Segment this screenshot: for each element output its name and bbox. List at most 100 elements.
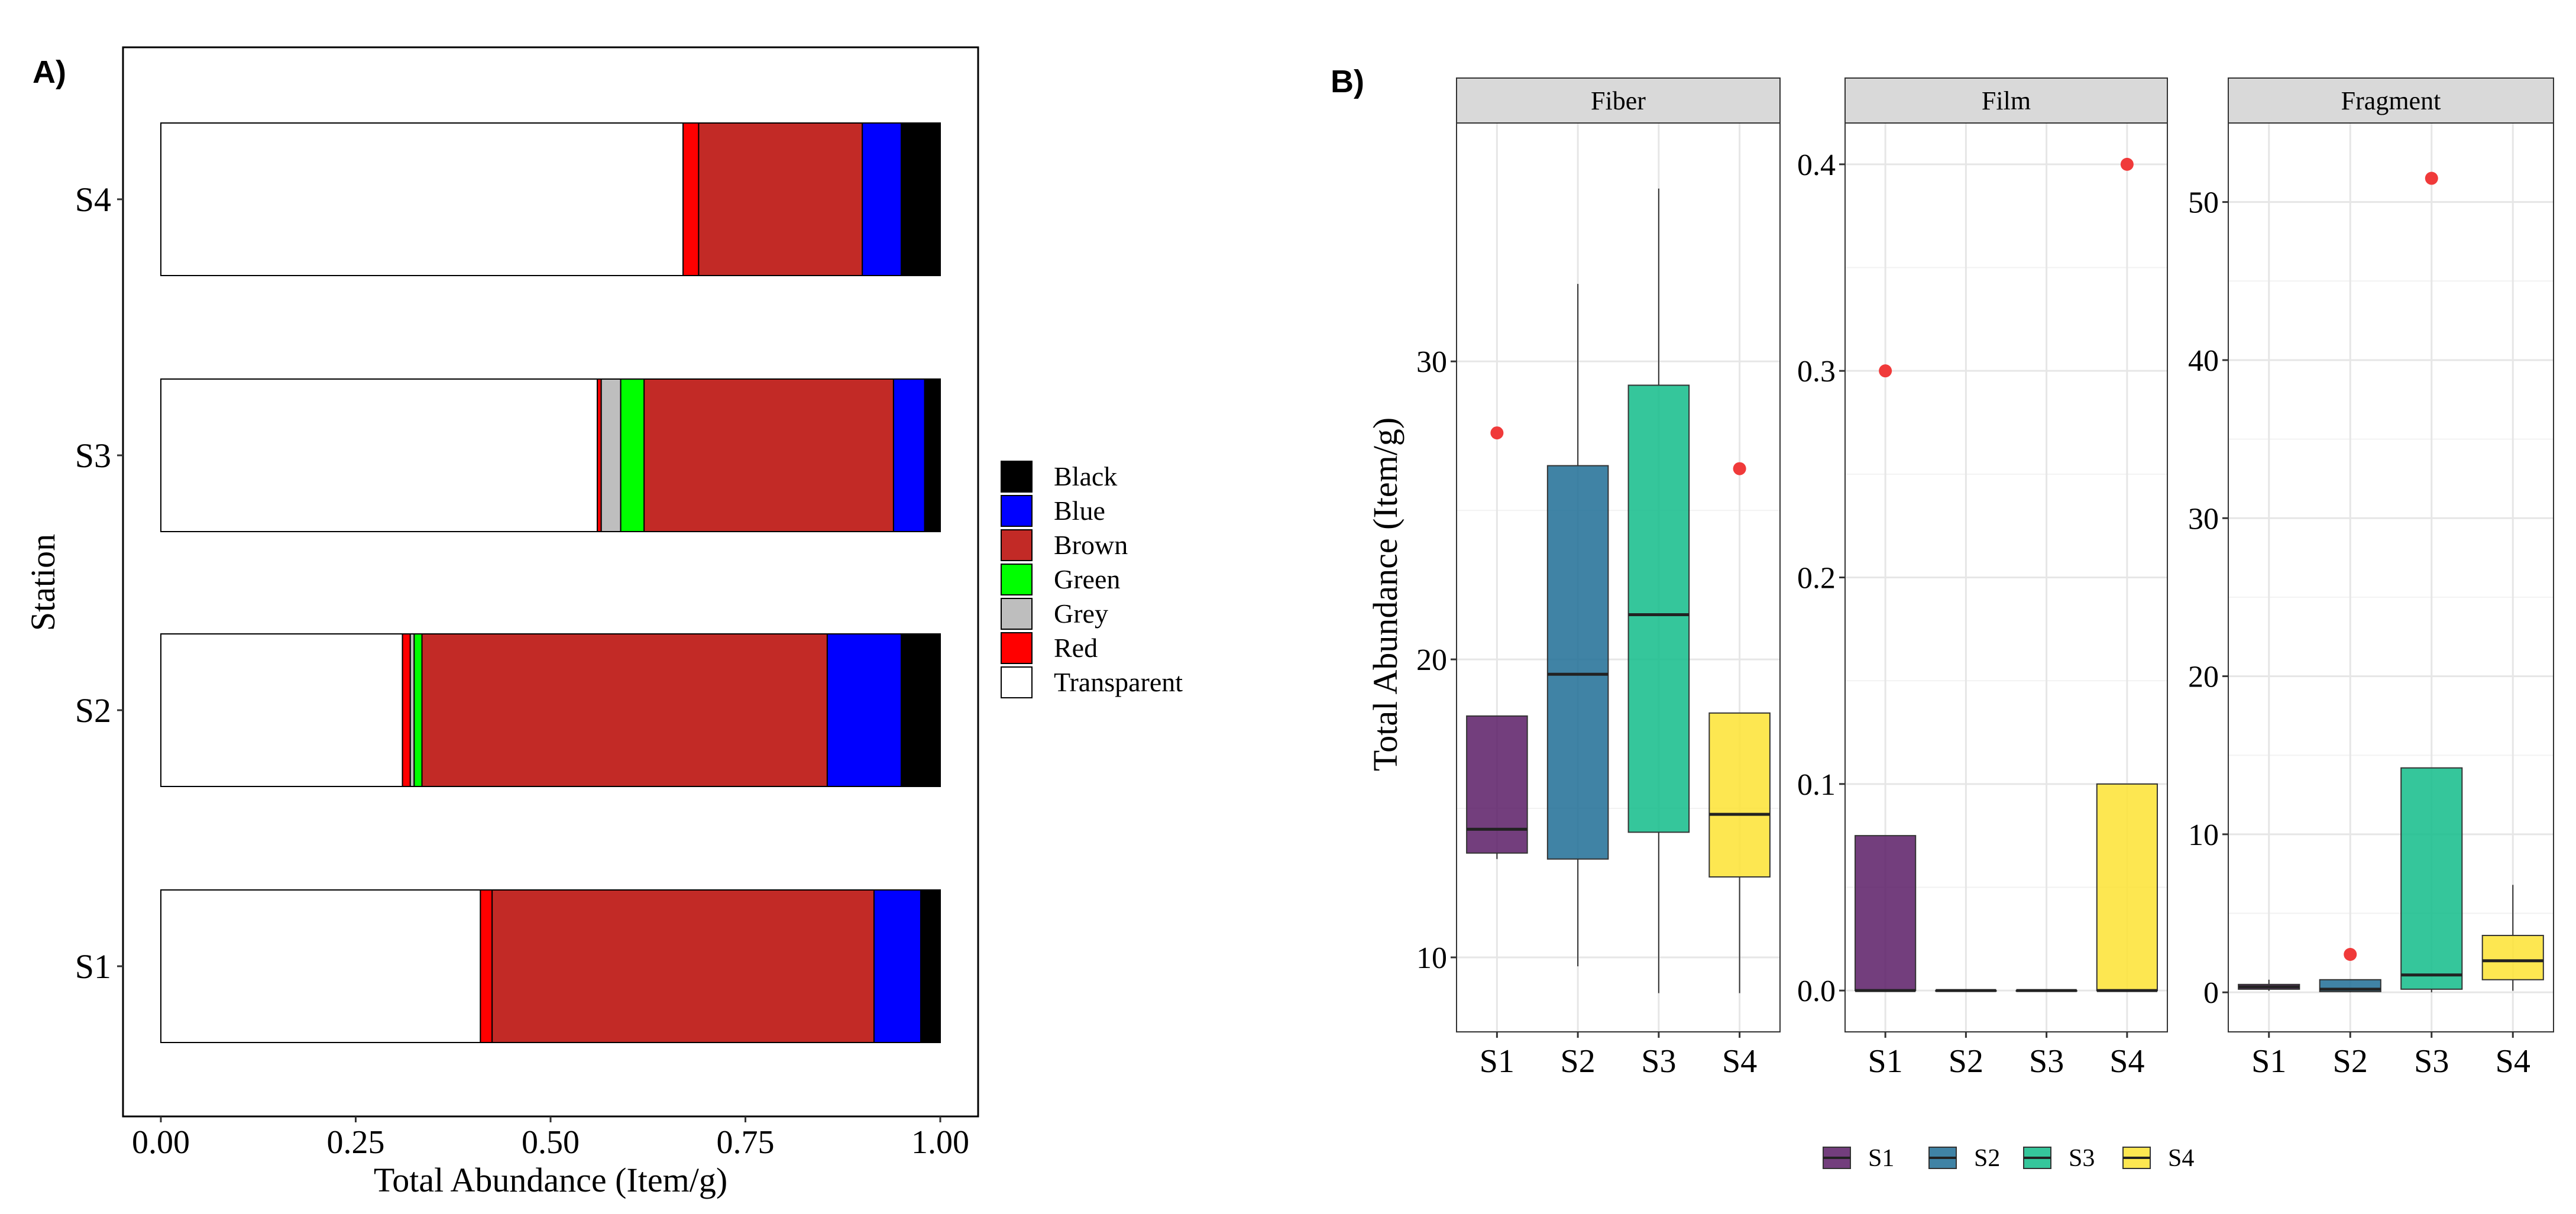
panel-b-y-axis-title: Total Abundance (Item/g): [1366, 417, 1404, 771]
legend-label-s3: S3: [2069, 1145, 2095, 1172]
bar-segment-s4-blue: [862, 122, 902, 276]
x-tick-label: S1: [2251, 1043, 2286, 1080]
legend-label-black: Black: [1054, 461, 1117, 491]
panel-a-legend: Black Blue Brown Green Grey Red Transparent: [1001, 461, 1183, 698]
y-tick-label: 40: [2188, 344, 2219, 378]
x-tick-label: S1: [1480, 1043, 1514, 1080]
outlier-point-s4: [2120, 157, 2134, 171]
legend-key-transparent: [1001, 666, 1033, 698]
y-tick-label-s1: S1: [75, 947, 111, 986]
facet-strip: [2228, 77, 2554, 124]
y-tick-label-s2: S2: [75, 691, 111, 730]
bar-segment-s2-red: [402, 633, 411, 787]
panel-a-label: A): [33, 54, 66, 90]
x-tick-label: S4: [2109, 1043, 2144, 1080]
facet-strip-label: Fiber: [1591, 86, 1646, 115]
x-tick-label: S2: [1561, 1043, 1596, 1080]
bar-segment-s1-blue: [873, 889, 922, 1043]
facet-panel-border: [2228, 122, 2554, 1032]
y-tick-label: 10: [1416, 941, 1447, 975]
bar-segment-s2-blue: [826, 633, 902, 787]
bar-segment-s3-blue: [892, 378, 925, 532]
legend-key-black: [1001, 461, 1033, 493]
bar-segment-s3-brown: [643, 378, 894, 532]
bar-segment-s2-transparent: [160, 633, 403, 787]
y-tick-label-s3: S3: [75, 436, 111, 475]
y-tick-label: 0.3: [1797, 355, 1836, 389]
bar-segment-s3-grey: [600, 378, 622, 532]
outlier-point-s1: [1879, 364, 1892, 378]
box-s4: [1708, 712, 1771, 878]
facet-strip: [1844, 77, 2168, 124]
box-s3: [2400, 767, 2463, 990]
y-tick-label: 0.2: [1797, 562, 1836, 595]
facet-fragment: Fragment 0 10 20 30 40 50 S1 S2 S3 S4: [2188, 77, 2554, 1080]
legend-label-transparent: Transparent: [1054, 667, 1183, 697]
box-s3: [1627, 384, 1690, 833]
legend-key-grey: [1001, 598, 1033, 630]
box-s2: [1546, 465, 1609, 860]
x-tick-label: S1: [1868, 1043, 1903, 1080]
panel-b-legend: S1 S2 S3 S4: [1823, 1145, 2194, 1172]
box-s1: [1855, 835, 1917, 992]
outlier-point-s1: [1490, 426, 1504, 440]
y-tick-label: 20: [1416, 643, 1447, 677]
y-tick-label: 0: [2203, 976, 2219, 1010]
x-tick-label: S4: [2496, 1043, 2530, 1080]
bar-segment-s1-brown: [491, 889, 875, 1043]
legend-label-grey: Grey: [1054, 598, 1108, 629]
x-tick-label: S3: [2029, 1043, 2064, 1080]
bar-segment-s4-transparent: [160, 122, 684, 276]
y-tick-label: 0.0: [1797, 975, 1836, 1008]
box-s4: [2481, 934, 2544, 980]
y-tick-label: 20: [2188, 661, 2219, 694]
facet-fiber: Fiber 10 20 30 S1 S2 S3 S4: [1416, 77, 1781, 1080]
facet-panel-bg: [2228, 123, 2554, 1032]
box-s4: [2096, 783, 2158, 992]
legend-key-brown: [1001, 529, 1033, 561]
bar-segment-s3-green: [620, 378, 645, 532]
panel-a-x-axis-title: Total Abundance (Item/g): [374, 1161, 727, 1199]
facet-strip: [1456, 77, 1781, 124]
y-tick-label: 0.1: [1797, 768, 1836, 802]
bar-segment-s2-black: [901, 633, 941, 787]
legend-label-blue: Blue: [1054, 496, 1105, 526]
legend-key-blue: [1001, 495, 1033, 527]
box-s1: [1466, 715, 1528, 854]
x-tick-label: S3: [2414, 1043, 2449, 1080]
y-tick-label: 50: [2188, 186, 2219, 220]
legend-label-green: Green: [1054, 564, 1120, 594]
x-tick-label: S2: [1949, 1043, 1983, 1080]
legend-label-brown: Brown: [1054, 530, 1128, 560]
x-tick-label: S2: [2333, 1043, 2368, 1080]
facet-panel-bg: [1457, 123, 1780, 1032]
x-tick-label: S4: [1722, 1043, 1757, 1080]
panel-a-bars: [160, 122, 941, 1043]
bar-segment-s1-red: [480, 889, 493, 1043]
legend-key-red: [1001, 632, 1033, 664]
facet-film: Film 0.0 0.1 0.2 0.3 0.4 S1 S2 S3 S4: [1797, 77, 2168, 1080]
facet-panel-border: [1456, 122, 1781, 1032]
bar-segment-s2-brown: [421, 633, 828, 787]
panel-b-label: B): [1331, 64, 1364, 99]
legend-label-s4: S4: [2168, 1145, 2194, 1172]
outlier-point-s3: [2425, 171, 2438, 185]
legend-label-s2: S2: [1974, 1145, 2000, 1172]
x-tick-label: 0.00: [132, 1124, 190, 1161]
outlier-point-s4: [1733, 462, 1746, 475]
y-tick-label: 30: [2188, 502, 2219, 536]
panel-a-x-ticks: 0.00 0.25 0.50 0.75 1.00: [132, 1116, 969, 1161]
panel-a-y-ticks: S1 S2 S3 S4: [75, 180, 123, 986]
bar-segment-s1-black: [920, 889, 941, 1043]
legend-label-s1: S1: [1868, 1145, 1894, 1172]
legend-label-red: Red: [1054, 633, 1098, 663]
x-tick-label: S3: [1641, 1043, 1676, 1080]
y-tick-label: 0.4: [1797, 148, 1836, 182]
x-tick-label: 0.75: [717, 1124, 775, 1161]
bar-segment-s4-red: [682, 122, 700, 276]
x-tick-label: 0.25: [327, 1124, 385, 1161]
facet-strip-label: Film: [1982, 86, 2031, 115]
bar-segment-s4-black: [901, 122, 941, 276]
facet-strip-label: Fragment: [2341, 86, 2441, 115]
